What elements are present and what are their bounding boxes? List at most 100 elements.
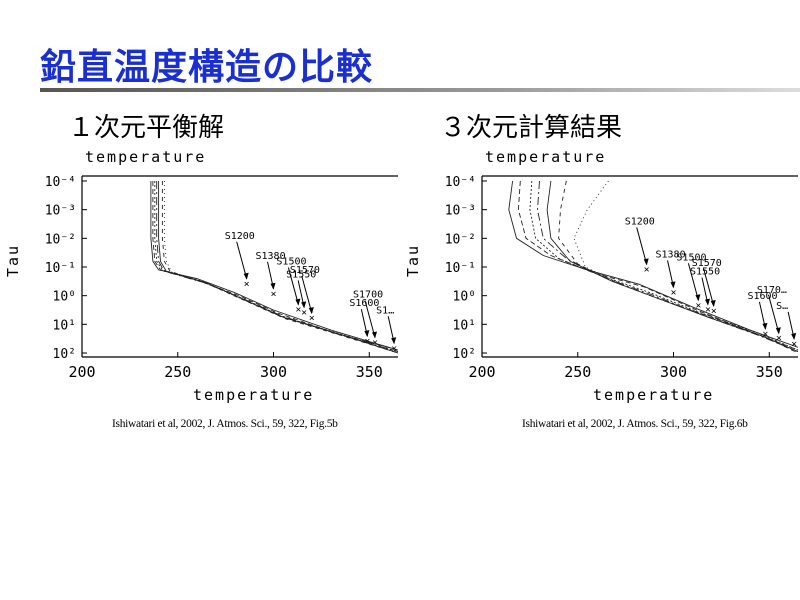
marker-x: × [391, 343, 397, 354]
marker-arrow [687, 263, 699, 301]
marker-label: S1380 [256, 251, 286, 262]
marker-arrowhead [364, 330, 370, 338]
slide-title: 鉛直温度構造の比較 [40, 47, 374, 88]
y-tick-label: 10¹ [453, 318, 476, 333]
marker-arrowhead [372, 331, 378, 339]
marker-arrowhead [295, 298, 301, 306]
marker-label: S1500 [676, 252, 706, 263]
marker-x: × [309, 313, 315, 324]
panel-heading-right: ３次元計算結果 [440, 113, 623, 143]
marker-label: S1500 [276, 257, 306, 268]
marker-label: S… [776, 301, 788, 312]
marker-label: S1200 [625, 216, 655, 227]
marker-x: × [244, 279, 250, 290]
y-tick-label: 10⁻³ [445, 204, 476, 219]
x-tick-label: 300 [660, 363, 687, 381]
x-tick-label: 250 [164, 363, 191, 381]
y-tick-label: 10² [453, 347, 476, 362]
series-line-s1200 [150, 181, 398, 351]
marker-label: S1380 [656, 249, 686, 260]
y-tick-label: 10⁻² [445, 232, 476, 247]
marker-arrowhead [643, 258, 649, 266]
marker-arrow [301, 276, 313, 314]
y-axis-label: Tau [404, 244, 422, 277]
marker-arrowhead [301, 301, 307, 309]
marker-arrowhead [695, 294, 701, 302]
marker-x: × [364, 336, 370, 347]
marker-arrowhead [670, 281, 676, 289]
marker-arrow [236, 241, 248, 279]
marker-arrowhead [791, 332, 797, 340]
marker-arrowhead [762, 322, 768, 330]
marker-label: S1600 [349, 298, 379, 309]
citation-right: Ishiwatari et al, 2002, J. Atmos. Sci., … [522, 418, 748, 430]
x-axis-label: temperature [193, 386, 314, 404]
marker-x: × [670, 287, 676, 298]
x-tick-label: 350 [756, 363, 783, 381]
title-underline [40, 88, 800, 92]
plot-top-title: temperature [85, 148, 206, 166]
marker-x: × [705, 305, 711, 316]
marker-label: S1570 [290, 265, 320, 276]
marker-label: S1700 [353, 290, 383, 301]
series-line-s1600 [558, 180, 798, 354]
y-axis-label: Tau [4, 244, 22, 277]
marker-arrow [703, 268, 715, 307]
marker-label: S1200 [225, 231, 255, 242]
marker-x: × [372, 338, 378, 349]
marker-arrow [364, 300, 376, 338]
series-line-s1570 [546, 180, 798, 353]
marker-arrowhead [775, 327, 781, 335]
marker-x: × [695, 300, 701, 311]
marker-x: × [762, 329, 768, 340]
y-tick-label: 10⁰ [53, 290, 76, 305]
x-tick-label: 250 [564, 363, 591, 381]
y-tick-label: 10⁻⁴ [45, 175, 76, 190]
marker-arrowhead [391, 337, 397, 345]
marker-arrow [636, 227, 648, 265]
series-line-s1700 [163, 181, 398, 354]
y-tick-label: 10⁰ [453, 290, 476, 305]
y-tick-label: 10⁻² [45, 232, 76, 247]
y-tick-label: 10⁻⁴ [445, 175, 476, 190]
x-tick-label: 300 [260, 363, 287, 381]
marker-label: S1550 [286, 269, 316, 280]
series-line-s1380 [517, 180, 798, 351]
x-tick-label: 350 [356, 363, 383, 381]
chart-3d-result: temperature temperature Tau 10⁻⁴ 10⁻³ 10⁻² 10⁻… [404, 148, 798, 404]
marker-label: S1600 [747, 291, 777, 302]
marker-arrowhead [243, 272, 249, 280]
marker-arrow [768, 296, 780, 334]
marker-label: S1570 [692, 258, 722, 269]
x-tick-label: 200 [68, 363, 95, 381]
marker-x: × [776, 333, 782, 344]
panel-heading-left: １次元平衡解 [68, 113, 225, 143]
marker-arrow [287, 267, 299, 305]
x-axis-label: temperature [593, 386, 714, 404]
series-line-s1700 [573, 180, 798, 354]
marker-x: × [644, 264, 650, 275]
y-tick-label: 10¹ [53, 318, 76, 333]
plot-top-title: temperature [485, 148, 606, 166]
y-tick-label: 10² [53, 347, 76, 362]
marker-arrowhead [308, 307, 314, 315]
marker-label: S1… [376, 305, 394, 316]
y-tick-label: 10⁻³ [45, 204, 76, 219]
marker-label: S170… [757, 285, 787, 296]
marker-x: × [791, 339, 797, 350]
marker-arrowhead [270, 282, 276, 290]
y-tick-label: 10⁻¹ [445, 261, 476, 276]
y-tick-label: 10⁻¹ [45, 261, 76, 276]
marker-arrowhead [710, 300, 716, 307]
marker-arrowhead [704, 298, 710, 306]
series-line-s1600 [161, 181, 398, 354]
citation-left: Ishiwatari et al, 2002, J. Atmos. Sci., … [112, 418, 338, 430]
series-line-s1200 [508, 180, 798, 348]
chart-1d-equilibrium: temperature temperature Tau 10⁻⁴ 10⁻³ 10⁻² 10⁻… [4, 148, 398, 404]
marker-x: × [711, 306, 717, 317]
series-line-s1500 [529, 180, 798, 351]
x-tick-label: 200 [468, 363, 495, 381]
marker-x: × [301, 307, 307, 318]
marker-x: × [270, 289, 276, 300]
marker-x: × [295, 305, 301, 316]
